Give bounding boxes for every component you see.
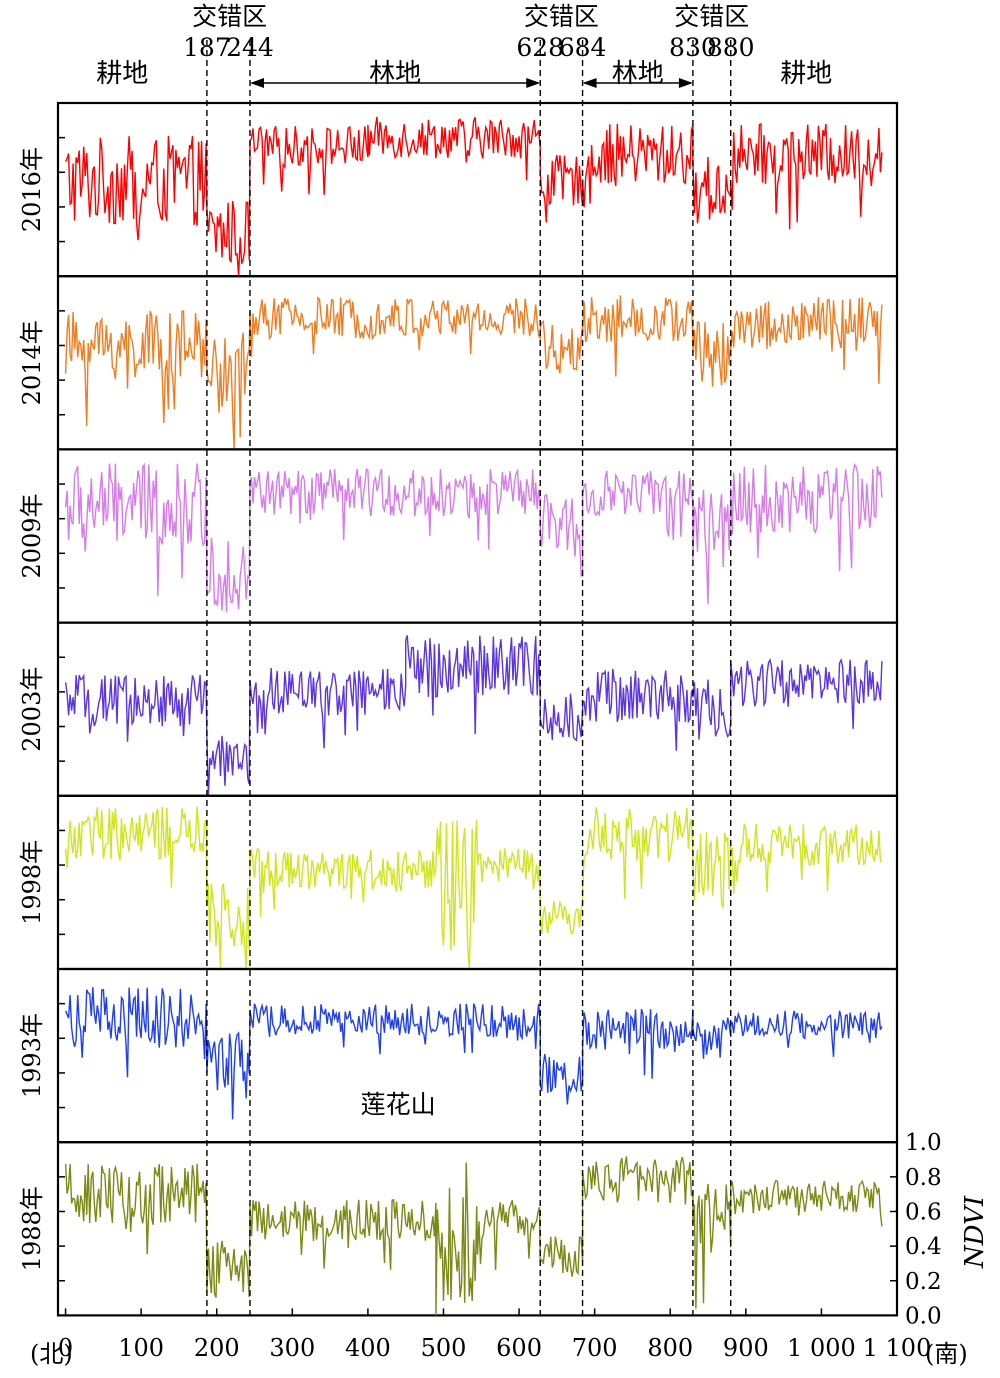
x-tick-label: 700 (572, 1334, 618, 1362)
ndvi-axis-title: NDVI (960, 1195, 990, 1269)
boundary-value-label: 244 (226, 33, 274, 62)
panel-frame (56, 621, 899, 797)
x-tick-label: 1 000 (787, 1334, 856, 1362)
series-label: 1993年 (18, 1013, 46, 1098)
series-label: 2009年 (18, 493, 46, 578)
boundary-value-label: 880 (707, 33, 755, 62)
series-label: 2014年 (18, 320, 46, 405)
ndvi-tick-label: 1.0 (905, 1130, 942, 1156)
series-line (64, 987, 883, 1120)
ndvi-tick-label: 0.6 (905, 1199, 942, 1225)
panel-7: 1988年 (18, 1141, 899, 1317)
series-line (64, 295, 883, 450)
x-axis-north-label: (北) (30, 1340, 73, 1368)
transition-zone-label: 交错区 (674, 2, 749, 31)
x-tick-label: 200 (194, 1334, 240, 1362)
panel-frame (56, 1141, 899, 1317)
ndvi-axis: NDVI 0.0 0.2 0.4 0.6 0.8 1.0 (890, 1130, 990, 1329)
panel-2: 2014年 (18, 275, 899, 451)
ndvi-tick-label: 0.2 (905, 1269, 942, 1295)
panel-1: 2016年 (18, 101, 899, 278)
panel-3: 2009年 (18, 448, 899, 624)
panels-layer: 2016年 2014年 2009年 2003年 1998年 1993年 1988年 (18, 101, 899, 1317)
boundary-value-label: 684 (559, 33, 607, 62)
panel-frame (56, 794, 899, 971)
series-label: 1988年 (18, 1186, 46, 1271)
series-label: 1998年 (18, 840, 46, 925)
series-label: 2003年 (18, 667, 46, 752)
x-axis-south-label: (南) (925, 1340, 968, 1368)
x-tick-label: 600 (496, 1334, 542, 1362)
x-tick-label: 800 (647, 1334, 693, 1362)
boundary-value-label: 628 (516, 33, 564, 62)
panel-5: 1998年 (18, 794, 899, 971)
land-arrow-head-right (526, 78, 541, 88)
transition-zone-label: 交错区 (524, 2, 599, 31)
x-tick-label: 1 100 (863, 1334, 932, 1362)
boundary-value-label: 830 (669, 33, 717, 62)
land-type-label: 耕地 (96, 59, 148, 89)
series-line (64, 806, 882, 970)
boundary-value-label: 187 (183, 33, 231, 62)
x-tick-label: 500 (421, 1334, 467, 1362)
series-line (64, 116, 883, 277)
ndvi-tick-label: 0.8 (905, 1165, 942, 1191)
ndvi-tick-label: 0.0 (905, 1303, 942, 1329)
x-tick-label: 400 (345, 1334, 391, 1362)
panel-frame (56, 275, 899, 451)
transition-zone-label: 交错区 (192, 2, 267, 31)
land-arrow-head-left (249, 78, 264, 88)
land-type-label: 耕地 (780, 59, 832, 89)
ndvi-tick-label: 0.4 (905, 1234, 942, 1260)
panel-frame (56, 967, 899, 1144)
land-type-label: 林地 (369, 59, 421, 89)
x-tick-label: 900 (723, 1334, 769, 1362)
x-tick-label: 300 (269, 1334, 315, 1362)
x-tick-label: 100 (118, 1334, 164, 1362)
boundary-lines-layer (206, 40, 732, 1316)
panel-6: 1993年 (18, 967, 899, 1144)
land-arrow-head-right (678, 78, 693, 88)
lianhuashan-annotation: 莲花山 (361, 1090, 436, 1119)
series-line (64, 635, 883, 796)
series-line (64, 462, 883, 613)
land-arrow-head-left (582, 78, 597, 88)
series-label: 2016年 (18, 147, 46, 232)
panel-4: 2003年 (18, 621, 899, 797)
x-axis: (北) (南) 0 100 200 300 400 500 600 700 800 900 1 00… (30, 1308, 968, 1368)
series-line (64, 1156, 883, 1316)
land-type-label: 林地 (612, 59, 664, 89)
x-tick-label: 0 (58, 1334, 73, 1362)
